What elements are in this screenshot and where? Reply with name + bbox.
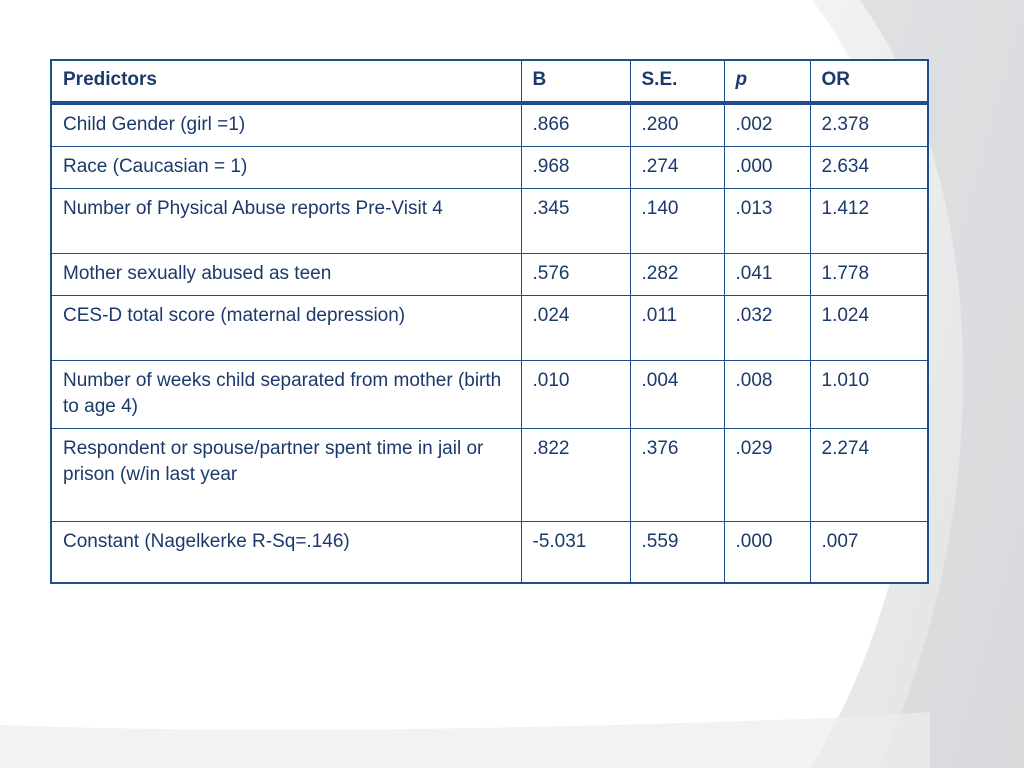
cell-se: .376 xyxy=(629,428,725,522)
cell-predictor: CES-D total score (maternal depression) xyxy=(50,295,522,361)
cell-p: .032 xyxy=(723,295,811,361)
cell-predictor: Mother sexually abused as teen xyxy=(50,253,522,296)
header-se: S.E. xyxy=(629,59,725,105)
cell-predictor: Respondent or spouse/partner spent time … xyxy=(50,428,522,522)
cell-p: .002 xyxy=(723,102,811,147)
cell-b: .576 xyxy=(520,253,631,296)
table-row: Constant (Nagelkerke R-Sq=.146) -5.031 .… xyxy=(50,521,929,584)
header-predictors: Predictors xyxy=(50,59,522,105)
cell-or: 1.024 xyxy=(809,295,929,361)
cell-b: .010 xyxy=(520,360,631,429)
cell-or: 2.274 xyxy=(809,428,929,522)
table-row: Child Gender (girl =1) .866 .280 .002 2.… xyxy=(50,102,929,147)
cell-se: .004 xyxy=(629,360,725,429)
cell-or: 1.010 xyxy=(809,360,929,429)
cell-or: .007 xyxy=(809,521,929,584)
cell-predictor: Race (Caucasian = 1) xyxy=(50,146,522,189)
regression-table-container: Predictors B S.E. p OR Child Gender (gir… xyxy=(50,59,929,584)
cell-b: .968 xyxy=(520,146,631,189)
cell-se: .011 xyxy=(629,295,725,361)
regression-results-table: Predictors B S.E. p OR Child Gender (gir… xyxy=(50,59,929,584)
cell-predictor: Child Gender (girl =1) xyxy=(50,102,522,147)
cell-b: -5.031 xyxy=(520,521,631,584)
cell-p: .041 xyxy=(723,253,811,296)
table-row: Race (Caucasian = 1) .968 .274 .000 2.63… xyxy=(50,146,929,189)
cell-or: 1.778 xyxy=(809,253,929,296)
cell-se: .274 xyxy=(629,146,725,189)
header-or: OR xyxy=(809,59,929,105)
header-p: p xyxy=(723,59,811,105)
table-header-row: Predictors B S.E. p OR xyxy=(50,59,929,105)
table-row: Number of Physical Abuse reports Pre-Vis… xyxy=(50,188,929,254)
cell-b: .822 xyxy=(520,428,631,522)
cell-b: .866 xyxy=(520,102,631,147)
cell-se: .280 xyxy=(629,102,725,147)
cell-p: .000 xyxy=(723,146,811,189)
cell-se: .559 xyxy=(629,521,725,584)
header-b: B xyxy=(520,59,631,105)
cell-p: .029 xyxy=(723,428,811,522)
table-row: Number of weeks child separated from mot… xyxy=(50,360,929,429)
cell-predictor: Number of weeks child separated from mot… xyxy=(50,360,522,429)
cell-or: 2.634 xyxy=(809,146,929,189)
cell-se: .140 xyxy=(629,188,725,254)
cell-p: .000 xyxy=(723,521,811,584)
cell-predictor: Number of Physical Abuse reports Pre-Vis… xyxy=(50,188,522,254)
cell-se: .282 xyxy=(629,253,725,296)
cell-p: .013 xyxy=(723,188,811,254)
table-row: Respondent or spouse/partner spent time … xyxy=(50,428,929,522)
cell-p: .008 xyxy=(723,360,811,429)
cell-or: 2.378 xyxy=(809,102,929,147)
cell-or: 1.412 xyxy=(809,188,929,254)
table-row: Mother sexually abused as teen .576 .282… xyxy=(50,253,929,296)
cell-predictor: Constant (Nagelkerke R-Sq=.146) xyxy=(50,521,522,584)
cell-b: .024 xyxy=(520,295,631,361)
cell-b: .345 xyxy=(520,188,631,254)
table-row: CES-D total score (maternal depression) … xyxy=(50,295,929,361)
